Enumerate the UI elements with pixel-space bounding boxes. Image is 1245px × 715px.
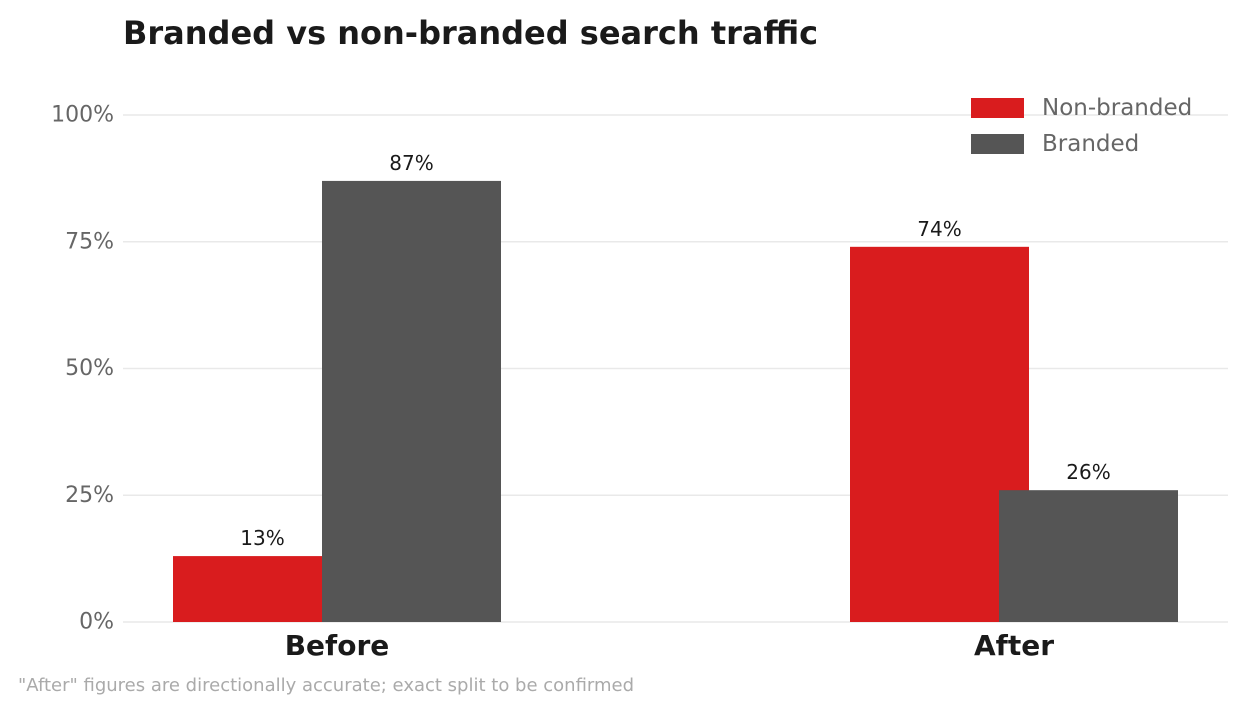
y-tick-label: 0% bbox=[79, 610, 114, 635]
footnote: "After" figures are directionally accura… bbox=[18, 675, 635, 696]
y-tick-label: 100% bbox=[51, 103, 114, 128]
data-label: 13% bbox=[240, 526, 284, 550]
chart-title: Branded vs non-branded search traffic bbox=[123, 14, 819, 52]
y-axis: 0% 25% 50% 75% 100% bbox=[51, 103, 114, 635]
x-axis: Before After bbox=[285, 629, 1054, 662]
legend-label: Non-branded bbox=[1042, 95, 1192, 121]
y-tick-label: 75% bbox=[65, 229, 114, 254]
y-tick-label: 50% bbox=[65, 356, 114, 381]
x-tick-label: Before bbox=[285, 629, 390, 662]
bar-branded-before bbox=[322, 180, 501, 622]
bars bbox=[173, 180, 1178, 622]
data-labels: 13% 74% 87% 26% bbox=[240, 151, 1110, 550]
data-label: 74% bbox=[917, 217, 961, 241]
legend: Non-branded Branded bbox=[971, 95, 1192, 157]
data-label: 26% bbox=[1066, 460, 1110, 484]
legend-swatch bbox=[971, 134, 1024, 154]
legend-label: Branded bbox=[1042, 131, 1139, 157]
y-tick-label: 25% bbox=[65, 483, 114, 508]
legend-swatch bbox=[971, 98, 1024, 118]
bar-branded-after bbox=[999, 490, 1178, 622]
data-label: 87% bbox=[389, 151, 433, 175]
x-tick-label: After bbox=[974, 629, 1054, 662]
